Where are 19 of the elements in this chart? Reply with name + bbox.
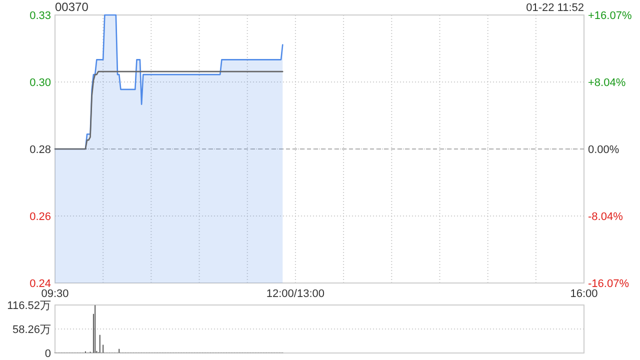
x-tick-label: 16:00 <box>570 288 598 300</box>
x-tick-label: 09:30 <box>41 288 69 300</box>
chart-title: 00370 <box>55 0 89 14</box>
text: 01-22 11:52 <box>526 2 584 14</box>
y-tick-label: 0.24 <box>30 278 51 290</box>
y-tick-label: 0 <box>44 348 51 360</box>
y2-tick-label: -16.07% <box>588 278 630 290</box>
y-tick-label: 116.52万 <box>7 300 51 312</box>
y-tick-label: 58.26万 <box>12 324 51 336</box>
y2-tick-label: +8.04% <box>588 76 626 89</box>
y2-tick-label: 0.00% <box>588 144 620 156</box>
y-tick-label: 0.28 <box>30 144 51 156</box>
y-tick-label: 0.26 <box>30 211 51 223</box>
line-series <box>54 70 284 150</box>
x-tick-label: 12:00/13:00 <box>266 288 325 300</box>
y2-tick-label: -8.04% <box>588 211 624 224</box>
y2-tick-label: +16.07% <box>588 10 632 22</box>
y-tick-label: 0.33 <box>30 10 51 22</box>
y-tick-label: 0.30 <box>30 77 51 89</box>
